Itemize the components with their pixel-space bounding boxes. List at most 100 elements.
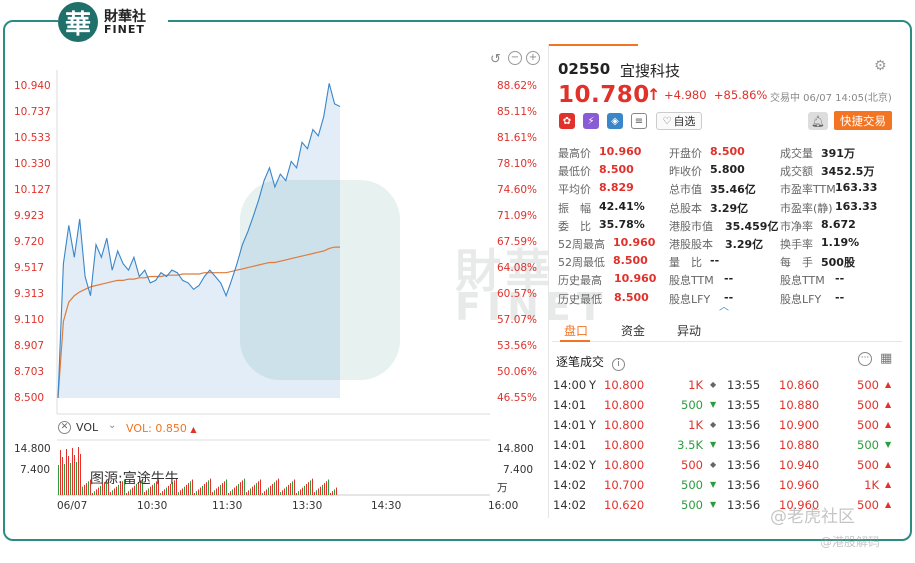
tick-direction-icon: ▲ [885, 500, 892, 509]
margin-icon: ⚡ [583, 113, 599, 129]
volume-bar [232, 489, 233, 495]
tick-flag: Y [589, 418, 597, 432]
price-line [57, 83, 341, 399]
tab-capital[interactable]: 资金 [621, 324, 646, 338]
quote-label: 市盈率(静) [780, 201, 833, 215]
tick-price: 10.940 [779, 458, 820, 472]
volume-bar [190, 481, 191, 495]
tick-volume: 500 [857, 498, 879, 512]
tick-price: 10.800 [604, 438, 645, 452]
more-icon[interactable]: ··· [858, 352, 872, 366]
tick-direction-icon: ▲ [885, 400, 892, 409]
y-tick-label: 9.720 [14, 236, 45, 248]
vol-label[interactable]: VOL [76, 421, 99, 434]
vol-unit: 万 [497, 482, 508, 494]
volume-bar [204, 484, 205, 495]
volume-bar [104, 482, 105, 495]
volume-bar [214, 490, 215, 495]
bell-icon[interactable]: 🔔︎ [808, 112, 828, 130]
vol-tick-right-1: 14.800 [497, 443, 534, 455]
tag-icon: ◈ [607, 113, 623, 129]
finet-logo: 華 財華社 FINET [58, 0, 168, 44]
quote-value: 10.960 [613, 236, 656, 249]
zoom-in-icon[interactable]: + [526, 51, 540, 65]
vol-close-icon[interactable]: ✕ [58, 421, 71, 434]
volume-bar [112, 490, 113, 495]
volume-bar [280, 492, 281, 495]
quote-label: 历史最低 [558, 292, 602, 306]
tick-time: 13:55 [727, 378, 761, 392]
volume-bar [136, 484, 137, 495]
volume-bar [248, 490, 249, 495]
tick-direction-icon: ▲ [885, 380, 892, 389]
volume-bar [210, 478, 211, 495]
volume-bar [252, 486, 253, 495]
volume-bar [310, 480, 311, 495]
volume-bar [92, 493, 93, 495]
quote-value: 8.500 [614, 290, 649, 304]
tick-volume: 500 [857, 398, 879, 412]
volume-bar [336, 487, 337, 495]
quote-label: 委 比 [558, 219, 591, 233]
y-tick-label: 8.703 [14, 366, 45, 378]
volume-bar [228, 493, 229, 495]
zoom-out-icon[interactable]: − [508, 51, 522, 65]
x-tick-label: 13:30 [292, 500, 323, 512]
volume-bar [96, 489, 97, 495]
tick-direction-icon: ▼ [710, 400, 717, 409]
volume-bar [262, 493, 263, 495]
add-watchlist-button[interactable]: ♡ 自选 [656, 112, 702, 130]
x-tick-label: 06/07 [57, 500, 88, 512]
tick-price: 10.900 [779, 418, 820, 432]
document-icon[interactable]: ≡ [631, 113, 647, 129]
volume-bar [218, 486, 219, 495]
volume-bar [256, 483, 257, 495]
volume-bar [224, 481, 225, 495]
hk-flag-icon: ✿ [559, 113, 575, 129]
volume-bar [276, 480, 277, 495]
volume-bar [60, 450, 61, 495]
logo-en: FINET [104, 22, 145, 36]
expand-chevron-icon[interactable]: ︿ [719, 302, 729, 313]
quote-label: 52周最低 [558, 256, 605, 270]
volume-bar [286, 486, 287, 495]
tick-direction-icon: ◆ [710, 420, 717, 429]
y-tick-label: 8.907 [14, 340, 45, 352]
volume-bar [244, 478, 245, 495]
volume-bar [160, 493, 161, 495]
volume-bar [222, 483, 223, 495]
volume-bar [170, 484, 171, 495]
tab-alerts[interactable]: 异动 [677, 324, 702, 338]
gear-icon[interactable]: ⚙ [874, 58, 887, 74]
vol-dropdown-icon[interactable]: ⌄ [108, 420, 117, 431]
tick-time: 14:01 [553, 398, 587, 412]
quote-value: 8.500 [599, 163, 634, 177]
tick-direction-icon: ◆ [710, 460, 717, 469]
tick-time: 13:56 [727, 498, 761, 512]
quick-trade-button[interactable]: 快捷交易 [834, 111, 892, 130]
volume-bar [192, 479, 193, 495]
volume-bar [220, 484, 221, 495]
volume-bar [290, 483, 291, 495]
quote-label: 成交量 [780, 147, 813, 160]
volume-bar [126, 493, 127, 495]
x-tick-label: 10:30 [137, 500, 168, 512]
undo-icon[interactable]: ↺ [490, 52, 501, 67]
quote-value: -- [835, 290, 845, 304]
vol-tick-left-1: 14.800 [14, 443, 51, 455]
tick-direction-icon: ▲ [885, 460, 892, 469]
tick-time: 13:55 [727, 398, 761, 412]
grid-view-icon[interactable]: ▦ [880, 351, 893, 366]
quote-label: 最高价 [558, 147, 591, 160]
tick-direction-icon: ▼ [710, 500, 717, 509]
tick-price: 10.620 [604, 498, 645, 512]
quote-value: 391万 [821, 147, 855, 160]
tab-orderbook[interactable]: 盘口 [564, 324, 589, 338]
tick-volume: 3.5K [677, 438, 703, 452]
volume-bar [298, 491, 299, 495]
info-icon[interactable]: i [611, 358, 625, 371]
x-tick-label: 14:30 [371, 500, 402, 512]
quote-label: 股息LFY [669, 292, 711, 306]
volume-bar [258, 481, 259, 495]
